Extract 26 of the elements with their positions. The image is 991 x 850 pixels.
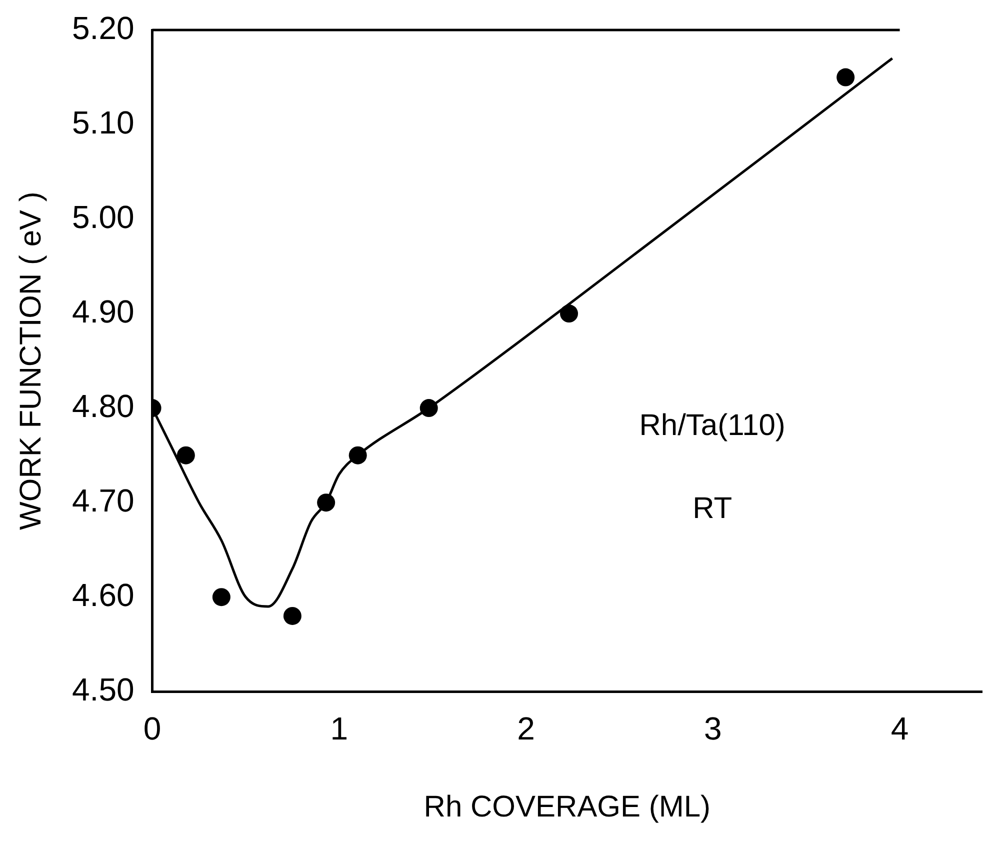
point — [420, 399, 438, 418]
y-tick-label: 4.60 — [72, 576, 134, 613]
y-tick-label: 4.90 — [72, 293, 134, 330]
y-tick-label: 5.10 — [72, 104, 134, 140]
y-tick-label: 5.00 — [72, 198, 134, 235]
y-axis-title: WORK FUNCTION ( eV ) — [14, 192, 48, 530]
point — [212, 588, 230, 606]
y-tick-label: 4.70 — [72, 482, 134, 518]
y-tick-label: 4.80 — [72, 388, 134, 424]
point — [348, 446, 367, 464]
point — [176, 446, 195, 464]
x-axis-title: Rh COVERAGE (ML) — [424, 790, 710, 824]
y-tick-label: 4.50 — [72, 671, 134, 708]
x-tick-label: 0 — [143, 710, 162, 747]
x-tick-label: 1 — [330, 710, 348, 747]
annotation: RT — [692, 492, 732, 525]
point — [317, 494, 336, 512]
x-tick-label: 4 — [890, 710, 909, 747]
annotation: Rh/Ta(110) — [639, 409, 786, 442]
line-series — [152, 57, 894, 608]
x-tick-label: 3 — [704, 710, 722, 747]
point — [836, 68, 855, 86]
x-tick-label: 2 — [517, 710, 535, 747]
point — [560, 304, 578, 323]
y-tick-label: 5.20 — [72, 10, 134, 46]
point — [283, 606, 302, 625]
